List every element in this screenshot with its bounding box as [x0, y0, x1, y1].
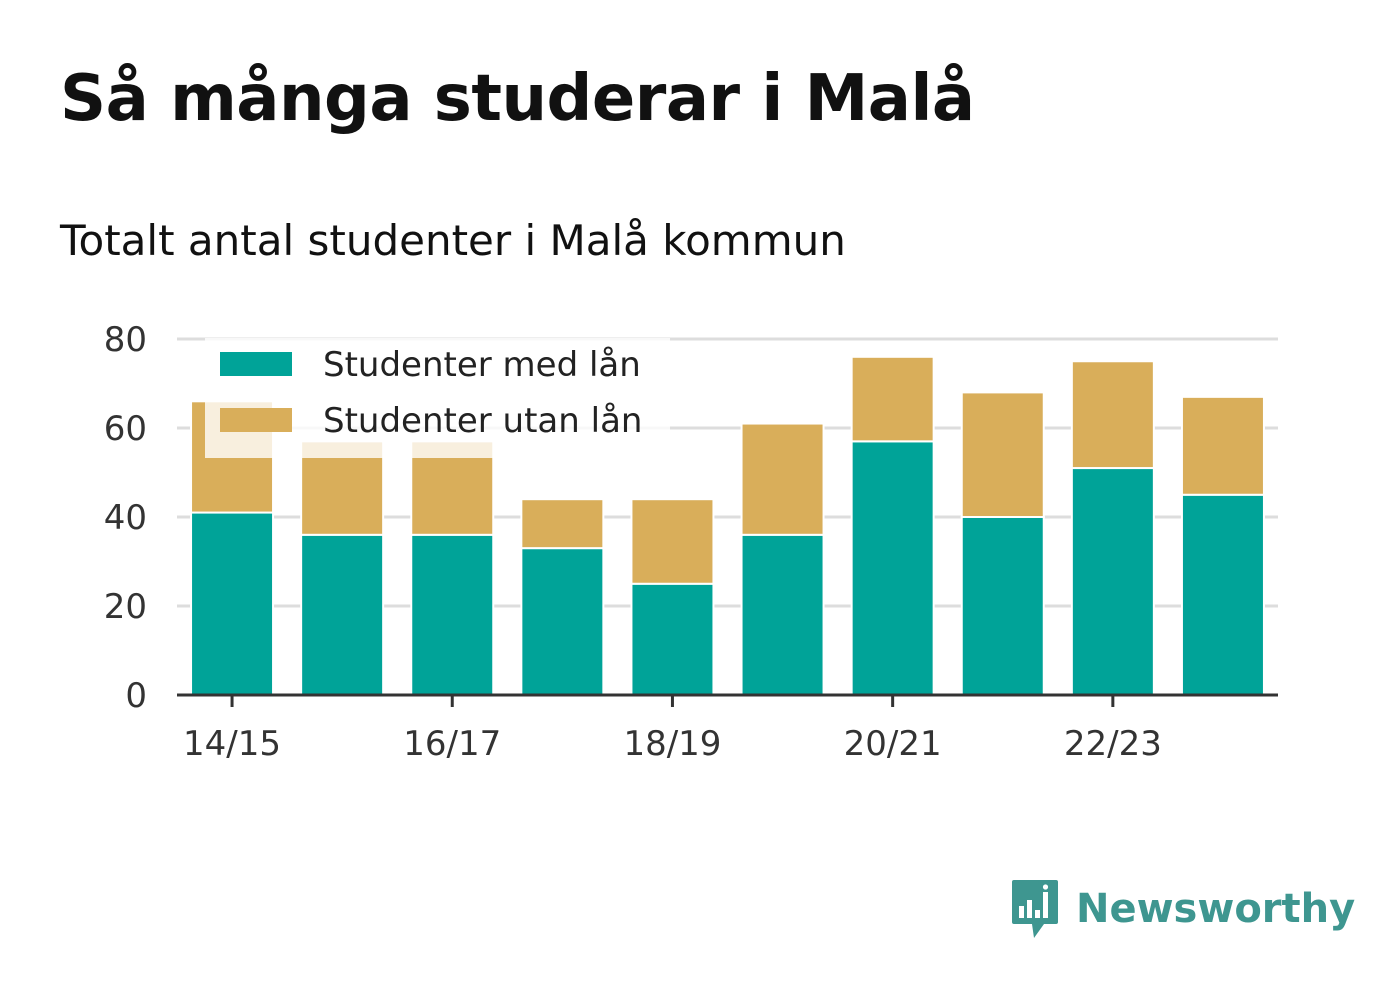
bar-segment-utan-lan	[960, 391, 1045, 518]
bar-segment-utan-lan	[630, 498, 715, 585]
bar-segment-med-lan	[1180, 493, 1265, 696]
bar-segment-med-lan	[1070, 467, 1155, 696]
y-tick-label: 0	[125, 676, 147, 716]
bar-segment-utan-lan	[1070, 360, 1155, 470]
bar-segment-med-lan	[850, 440, 935, 696]
x-tick-label: 22/23	[1064, 724, 1162, 764]
bar-segment-med-lan	[740, 533, 825, 696]
bar-segment-med-lan	[300, 533, 385, 696]
x-tick-label: 14/15	[183, 724, 281, 764]
bar-segment-utan-lan	[520, 498, 605, 550]
y-tick-label: 20	[104, 587, 147, 627]
bar-segment-med-lan	[960, 516, 1045, 696]
legend-swatch	[220, 408, 292, 432]
newsworthy-logo-icon	[1012, 880, 1058, 938]
bar-segment-med-lan	[190, 511, 275, 696]
legend-label: Studenter med lån	[323, 345, 641, 385]
y-tick-label: 80	[104, 320, 147, 360]
y-tick-label: 40	[104, 498, 147, 538]
chart-title: Så många studerar i Malå	[60, 62, 975, 136]
bar-segment-med-lan	[410, 533, 495, 696]
x-tick-label: 18/19	[623, 724, 721, 764]
x-tick-label: 16/17	[403, 724, 501, 764]
bar-segment-med-lan	[520, 547, 605, 697]
bar-segment-med-lan	[630, 582, 715, 696]
bar-segment-utan-lan	[850, 355, 935, 443]
bar-segment-utan-lan	[740, 422, 825, 536]
brand-logo: Newsworthy	[1010, 877, 1355, 941]
x-tick-label: 20/21	[844, 724, 942, 764]
chart-subtitle: Totalt antal studenter i Malå kommun	[60, 216, 846, 265]
brand-name: Newsworthy	[1076, 886, 1356, 932]
y-tick-label: 60	[104, 409, 147, 449]
bar-segment-utan-lan	[1180, 395, 1265, 496]
legend-label: Studenter utan lån	[323, 401, 642, 441]
legend-swatch	[220, 352, 292, 376]
